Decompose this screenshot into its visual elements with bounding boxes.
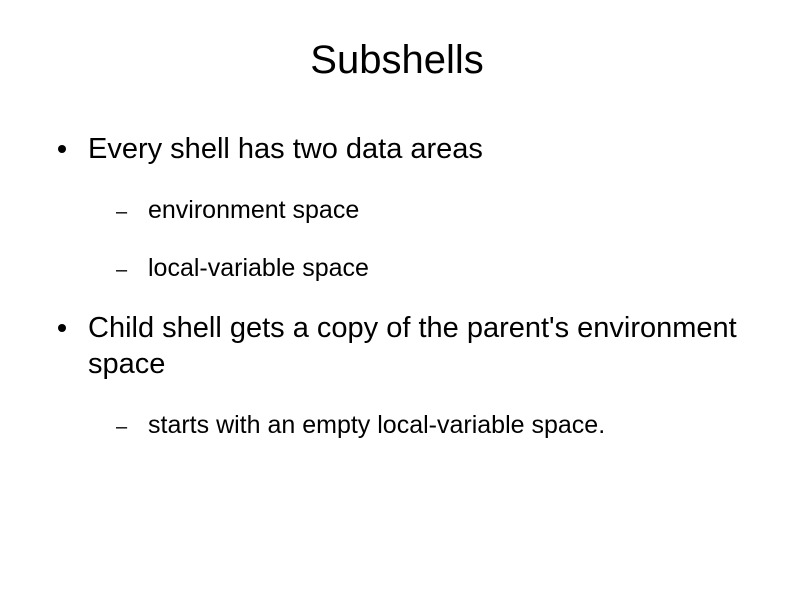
slide-title: Subshells	[50, 38, 744, 83]
bullet-text: Every shell has two data areas	[88, 131, 483, 167]
disc-icon	[58, 145, 66, 153]
bullet-text: starts with an empty local-variable spac…	[148, 410, 605, 441]
slide: Subshells Every shell has two data areas…	[0, 0, 794, 595]
list-item: Child shell gets a copy of the parent's …	[58, 310, 744, 383]
dash-icon: –	[116, 202, 128, 222]
bullet-text: environment space	[148, 195, 359, 226]
list-item: – environment space	[116, 195, 744, 226]
bullet-text: Child shell gets a copy of the parent's …	[88, 310, 744, 383]
disc-icon	[58, 324, 66, 332]
dash-icon: –	[116, 260, 128, 280]
list-item: Every shell has two data areas	[58, 131, 744, 167]
list-item: – local-variable space	[116, 253, 744, 284]
dash-icon: –	[116, 417, 128, 437]
bullet-group: Child shell gets a copy of the parent's …	[50, 310, 744, 442]
bullet-text: local-variable space	[148, 253, 369, 284]
list-item: – starts with an empty local-variable sp…	[116, 410, 744, 441]
bullet-group: Every shell has two data areas – environ…	[50, 131, 744, 284]
